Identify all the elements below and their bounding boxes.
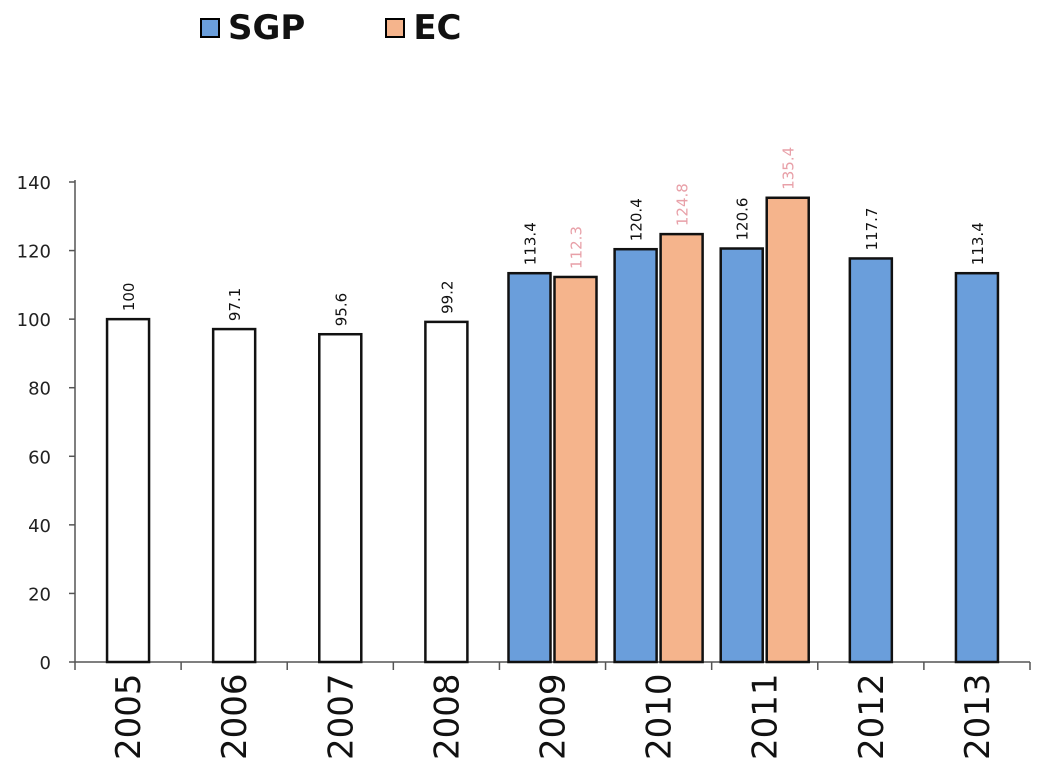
x-tick-label-2011: 2011 [746,673,786,760]
legend-label-sgp: SGP [228,8,306,48]
y-tick-label-100: 100 [17,310,51,331]
y-tick-label-60: 60 [28,447,51,468]
data-label-base-2008: 99.2 [438,280,456,313]
x-tick-label-2005: 2005 [109,673,149,760]
bar-base-2007 [318,332,363,664]
data-label-ec-2010: 124.8 [674,183,692,226]
x-tick-label-2012: 2012 [852,673,892,760]
data-label-sgp-2010: 120.4 [628,198,646,241]
data-label-base-2005: 100 [120,283,138,312]
bar-sgp-2012 [848,257,894,664]
bar-ec-2009 [553,275,598,664]
data-label-ec-2011: 135.4 [780,147,798,190]
data-label-sgp-2011: 120.6 [734,198,752,241]
data-label-base-2006: 97.1 [226,288,244,321]
bar-ec-2011 [765,196,810,664]
data-label-sgp-2013: 113.4 [969,222,987,265]
x-tick-label-2008: 2008 [427,673,467,760]
legend: SGP EC [200,8,462,48]
bar-sgp-2009 [507,271,552,664]
bar-base-2005 [105,317,151,664]
x-tick-label-2006: 2006 [215,673,255,760]
y-tick-label-40: 40 [28,516,51,537]
data-label-ec-2009: 112.3 [568,226,586,269]
legend-swatch-ec [385,18,406,38]
legend-swatch-sgp [200,18,220,38]
bar-sgp-2011 [719,247,764,664]
data-label-base-2007: 95.6 [332,293,350,326]
bar-base-2006 [211,327,257,664]
bar-base-2008 [424,320,469,664]
y-tick-label-120: 120 [17,242,51,263]
bar-sgp-2010 [613,247,658,664]
bar-ec-2010 [659,232,704,664]
legend-item-sgp: SGP [200,8,305,48]
data-label-sgp-2012: 117.7 [863,208,881,251]
bar-sgp-2013 [954,271,1000,664]
data-label-sgp-2009: 113.4 [522,222,540,265]
x-tick-label-2007: 2007 [321,673,361,760]
legend-item-ec: EC [385,8,462,48]
x-tick-label-2009: 2009 [534,673,574,760]
y-tick-label-20: 20 [28,584,51,605]
x-tick-label-2013: 2013 [958,673,998,760]
x-tick-label-2010: 2010 [640,673,680,760]
y-tick-label-80: 80 [28,379,51,400]
y-tick-label-0: 0 [40,653,51,674]
legend-label-ec: EC [413,8,462,48]
y-tick-label-140: 140 [17,173,51,194]
